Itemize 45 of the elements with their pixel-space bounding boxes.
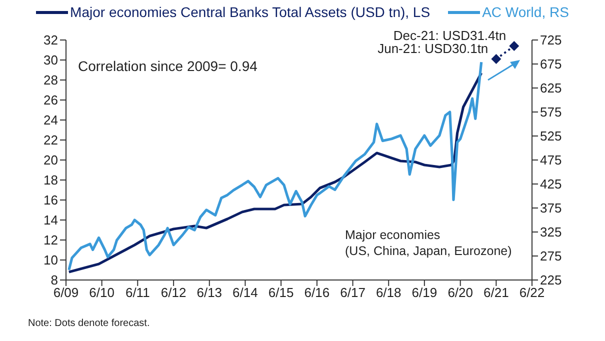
- legend-label: Major economies Central Banks Total Assets (USD tn), LS: [70, 4, 430, 20]
- y-tick-label: 30: [44, 52, 58, 68]
- y-tick-label: 14: [44, 212, 58, 228]
- text: Note: Dots denote forecast.: [28, 318, 150, 330]
- annotation: Major economies (US, China, Japan, Eurozone): [345, 228, 512, 260]
- y2-tick-label: 725: [540, 32, 562, 48]
- x-tick-label: 6/21: [484, 285, 509, 300]
- y-tick-label: 10: [44, 252, 58, 268]
- y2-tick-label: 425: [540, 176, 562, 192]
- x-tick-label: 6/10: [89, 285, 114, 300]
- y-tick-label: 20: [44, 152, 58, 168]
- y2-tick-label: 275: [540, 248, 562, 264]
- y-tick-label: 24: [44, 112, 58, 128]
- annotation: Jun-21: USD30.1tn: [378, 41, 488, 56]
- x-tick-label: 6/19: [412, 285, 438, 300]
- y-tick-label: 8: [50, 272, 58, 288]
- x-tick-label: 6/09: [53, 285, 79, 300]
- y2-tick-label: 325: [540, 224, 562, 240]
- y-tick-label: 12: [44, 232, 58, 248]
- y2-tick-label: 525: [540, 128, 562, 144]
- x-tick-label: 6/13: [196, 285, 222, 300]
- y-tick-label: 28: [44, 72, 58, 88]
- x-tick-label: 6/12: [160, 285, 186, 300]
- x-tick-label: 6/17: [340, 285, 366, 300]
- y-tick-label: 16: [44, 192, 58, 208]
- y2-tick-label: 225: [540, 272, 562, 288]
- legend-label: AC World, RS: [482, 4, 569, 20]
- x-tick-label: 6/14: [232, 285, 258, 300]
- y2-tick-label: 675: [540, 56, 562, 72]
- y-tick-label: 26: [44, 92, 58, 108]
- x-tick-label: 6/18: [376, 285, 402, 300]
- x-tick-label: 6/15: [268, 285, 294, 300]
- x-tick-label: 6/22: [519, 285, 545, 300]
- y-tick-label: 18: [44, 172, 58, 188]
- annotation: Correlation since 2009= 0.94: [78, 58, 258, 76]
- x-tick-label: 6/11: [125, 285, 150, 300]
- y2-tick-label: 475: [540, 152, 562, 168]
- x-tick-label: 6/20: [448, 285, 474, 300]
- y2-tick-label: 375: [540, 200, 562, 216]
- x-tick-label: 6/16: [304, 285, 330, 300]
- y2-tick-label: 575: [540, 104, 562, 120]
- annotation: Dec-21: USD31.4tn: [393, 28, 506, 43]
- y-tick-label: 32: [44, 32, 58, 48]
- y-tick-label: 22: [44, 132, 58, 148]
- y2-tick-label: 625: [540, 80, 562, 96]
